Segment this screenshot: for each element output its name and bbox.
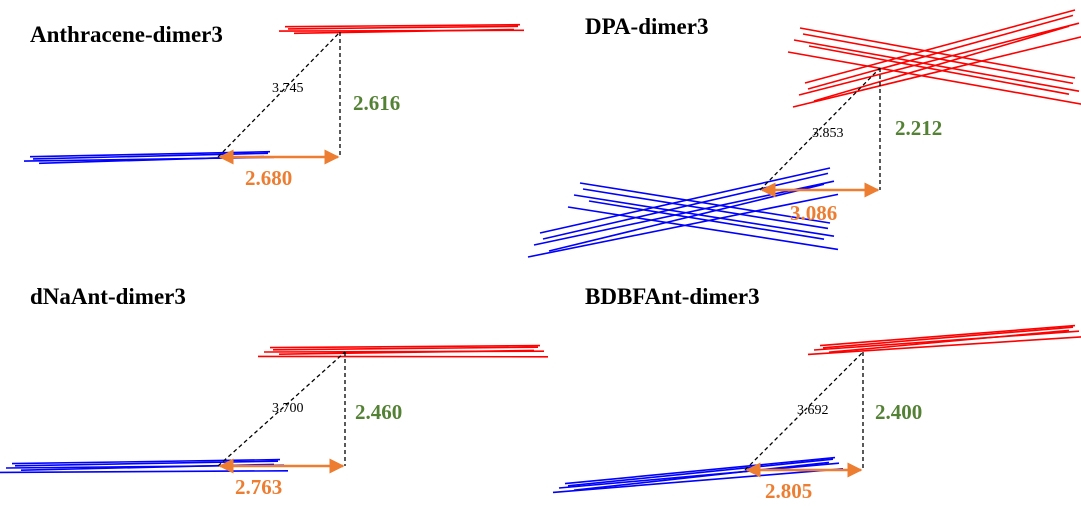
vertical-label: 2.460 bbox=[355, 400, 402, 424]
molecule-bond bbox=[803, 34, 1073, 83]
distance-label: 3.853 bbox=[812, 126, 844, 141]
horizontal-label: 2.763 bbox=[235, 475, 282, 499]
horizontal-label: 2.805 bbox=[765, 479, 812, 503]
page: {"panels": [ {"title": "Anthracene-dimer… bbox=[0, 0, 1081, 506]
figure: Anthracene-dimer3 3.745 2.616 2.680 DPA-dime… bbox=[0, 0, 1081, 506]
distance-label: 3.692 bbox=[797, 403, 829, 418]
panel-title: dNaAnt-dimer3 bbox=[30, 284, 186, 309]
molecule-bond bbox=[814, 331, 1079, 350]
panel-title: BDBFAnt-dimer3 bbox=[585, 284, 760, 309]
vertical-label: 2.400 bbox=[875, 400, 922, 424]
vertical-label: 2.616 bbox=[353, 91, 400, 115]
molecule-bond bbox=[808, 15, 1073, 89]
horizontal-label: 3.086 bbox=[790, 201, 837, 225]
molecule-bond bbox=[0, 471, 288, 473]
panel-title: DPA-dimer3 bbox=[585, 14, 708, 39]
distance-label: 3.700 bbox=[272, 401, 304, 416]
molecule-bond bbox=[805, 10, 1075, 83]
distance-label: 3.745 bbox=[272, 81, 304, 96]
molecule-bond bbox=[820, 326, 1075, 346]
vertical-label: 2.212 bbox=[895, 116, 942, 140]
horizontal-label: 2.680 bbox=[245, 166, 292, 190]
panel-title: Anthracene-dimer3 bbox=[30, 22, 223, 47]
